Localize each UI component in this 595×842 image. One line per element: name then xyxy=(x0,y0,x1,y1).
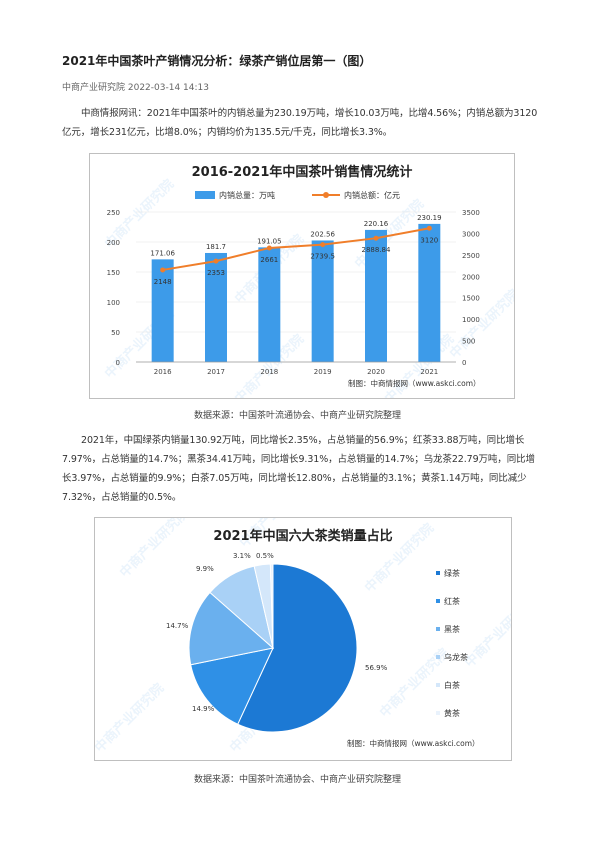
bar-sales-volume xyxy=(258,247,281,362)
bar-data-label: 230.19 xyxy=(417,214,442,222)
pie-slice xyxy=(190,647,274,725)
legend-label-sales-value: 内销总额：亿元 xyxy=(344,190,400,200)
x-tick-label: 2017 xyxy=(207,368,225,376)
y-right-tick-label: 3000 xyxy=(462,230,480,238)
legend-label-sales-volume: 内销总量：万吨 xyxy=(219,190,275,200)
y-left-tick-label: 100 xyxy=(107,299,120,307)
pie-data-label: 0.5% xyxy=(256,552,274,560)
legend-label: 黄茶 xyxy=(444,708,460,718)
x-tick-label: 2020 xyxy=(367,368,385,376)
y-right-tick-label: 1500 xyxy=(462,295,480,303)
pie-slice xyxy=(269,563,274,649)
legend-swatch-sales-volume xyxy=(195,191,215,199)
bar-data-label: 202.56 xyxy=(310,230,335,238)
x-tick-label: 2016 xyxy=(154,368,172,376)
pie-data-label: 14.7% xyxy=(166,622,189,630)
category-paragraph: 2021年，中国绿茶内销量130.92万吨，同比增长2.35%，占总销量的56.… xyxy=(62,435,535,503)
bar-sales-volume xyxy=(365,229,387,362)
line-data-label: 2353 xyxy=(207,269,225,277)
y-left-tick-label: 50 xyxy=(111,329,120,337)
point-sales-value xyxy=(320,242,326,248)
bar-sales-volume xyxy=(151,259,174,362)
y-right-tick-label: 500 xyxy=(462,338,475,346)
line-data-label: 3120 xyxy=(420,236,438,244)
bar-data-label: 220.16 xyxy=(364,220,389,228)
watermark-text: 中商产业研究院 xyxy=(117,518,193,581)
legend-swatch xyxy=(436,627,440,631)
point-sales-value xyxy=(213,258,219,264)
bar-data-label: 181.7 xyxy=(206,243,226,251)
article-source-line: 中商产业研究院 2022-03-14 14:13 xyxy=(62,83,209,93)
line-data-label: 2148 xyxy=(154,278,172,286)
chart-credit: 制图：中商情报网（www.askci.com） xyxy=(347,738,480,748)
line-sales-value xyxy=(162,227,430,271)
legend-label: 绿茶 xyxy=(444,568,460,578)
legend-swatch xyxy=(436,655,440,659)
chart-credit: 制图：中商情报网（www.askci.com） xyxy=(348,378,481,388)
y-left-tick-label: 200 xyxy=(107,239,120,247)
pie-slice xyxy=(188,591,275,666)
category-pie-chart: 中商产业研究院中商产业研究院中商产业研究院中商产业研究院中商产业研究院中商产业研… xyxy=(94,517,512,761)
x-tick-label: 2021 xyxy=(420,368,438,376)
legend-swatch xyxy=(436,683,440,687)
line-data-label: 2661 xyxy=(260,256,278,264)
legend-swatch xyxy=(436,571,440,575)
y-right-tick-label: 1000 xyxy=(462,316,480,324)
y-right-tick-label: 2500 xyxy=(462,252,480,260)
watermark-text: 中商产业研究院 xyxy=(95,680,167,756)
y-left-tick-label: 150 xyxy=(107,269,120,277)
watermark-text: 中商产业研究院 xyxy=(352,196,428,272)
data-source-caption-1: 数据来源：中国茶叶流通协会、中商产业研究院整理 xyxy=(193,411,401,421)
y-right-tick-label: 0 xyxy=(462,359,466,367)
y-right-tick-label: 3500 xyxy=(462,209,480,217)
point-sales-value xyxy=(426,225,432,231)
bar-sales-volume xyxy=(418,223,441,362)
legend-swatch xyxy=(436,599,440,603)
point-sales-value xyxy=(160,267,166,273)
pie-data-label: 9.9% xyxy=(196,565,214,573)
x-tick-label: 2019 xyxy=(314,368,332,376)
legend-swatch xyxy=(436,711,440,715)
watermark-text: 中商产业研究院 xyxy=(447,286,514,362)
sales-chart: 中商产业研究院 中商产业研究院 中商产业研究院 中商产业研究院 中商产业研究院 中商产业研… xyxy=(89,153,515,399)
intro-paragraph: 中商情报网讯：2021年中国茶叶的内销总量为230.19万吨，增长10.03万吨… xyxy=(62,108,538,138)
legend-marker-sales-value xyxy=(323,192,329,198)
article-title: 2021年中国茶叶产销情况分析：绿茶产销位居第一（图） xyxy=(62,54,372,68)
pie-data-label: 3.1% xyxy=(233,552,251,560)
y-left-tick-label: 250 xyxy=(107,209,120,217)
point-sales-value xyxy=(266,245,272,251)
data-source-caption-2: 数据来源：中国茶叶流通协会、中商产业研究院整理 xyxy=(193,775,401,785)
line-data-label: 2888.84 xyxy=(362,246,391,254)
pie-slice xyxy=(237,563,358,733)
bar-sales-volume xyxy=(205,252,227,362)
line-data-label: 2739.5 xyxy=(310,253,335,261)
watermark-text: 中商产业研究院 xyxy=(377,645,453,721)
x-tick-label: 2018 xyxy=(260,368,278,376)
point-sales-value xyxy=(373,235,379,241)
watermark-text: 中商产业研究院 xyxy=(462,595,511,671)
category-pie-svg: 中商产业研究院中商产业研究院中商产业研究院中商产业研究院中商产业研究院中商产业研… xyxy=(95,518,511,756)
pie-data-label: 14.9% xyxy=(192,705,215,713)
y-left-tick-label: 0 xyxy=(116,359,120,367)
legend-label: 白茶 xyxy=(444,680,460,690)
bar-data-label: 171.06 xyxy=(150,249,175,257)
legend-label: 乌龙茶 xyxy=(444,652,468,662)
chart-title: 2016-2021年中国茶叶销售情况统计 xyxy=(192,164,413,180)
bar-sales-volume xyxy=(311,240,334,362)
legend-label: 黑茶 xyxy=(444,624,460,634)
bar-data-label: 191.05 xyxy=(257,237,282,245)
chart-title: 2021年中国六大茶类销量占比 xyxy=(213,528,392,544)
pie-data-label: 56.9% xyxy=(365,664,388,672)
y-right-tick-label: 2000 xyxy=(462,273,480,281)
legend-label: 红茶 xyxy=(444,596,460,606)
